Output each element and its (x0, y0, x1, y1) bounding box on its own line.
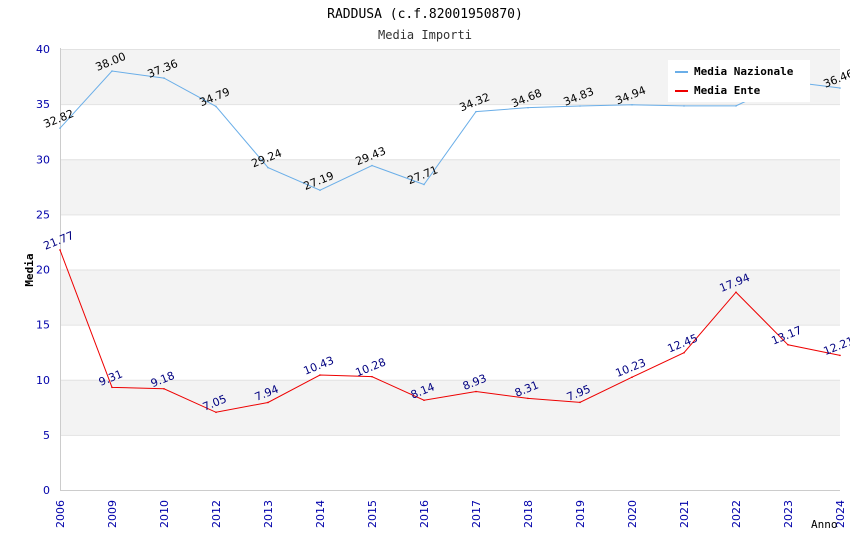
data-point (475, 110, 477, 113)
legend-label-ente: Media Ente (694, 84, 761, 97)
plot-band (60, 379, 840, 435)
data-point (683, 351, 685, 354)
plot-background-bands (60, 49, 840, 490)
data-point (683, 105, 685, 107)
y-tick-label: 15 (36, 319, 50, 332)
data-point (267, 401, 269, 404)
y-tick-label: 0 (43, 484, 50, 497)
y-tick-label: 40 (36, 43, 50, 56)
x-tick-label: 2018 (522, 500, 535, 528)
data-point (735, 105, 737, 107)
data-point (59, 249, 61, 251)
x-tick-label: 2019 (574, 500, 587, 528)
data-point (475, 390, 477, 393)
chart-title: RADDUSA (c.f.82001950870) (327, 7, 523, 22)
data-point (319, 374, 321, 376)
data-point (579, 105, 581, 107)
data-point (59, 127, 61, 129)
x-tick-label: 2016 (418, 500, 431, 528)
plot-band (60, 159, 840, 215)
y-tick-label: 5 (43, 429, 50, 442)
series-line-1 (59, 249, 841, 413)
x-tick-label: 2014 (314, 500, 327, 528)
data-point (371, 375, 373, 378)
plot-band (60, 434, 840, 490)
plot-band (60, 104, 840, 160)
x-tick-label: 2017 (470, 500, 483, 528)
x-tick-label: 2010 (158, 500, 171, 528)
data-point (787, 344, 789, 346)
x-tick-label: 2024 (834, 500, 847, 528)
y-tick-label: 25 (36, 208, 50, 221)
y-tick-labels: 0 5 10 15 20 25 30 35 40 (36, 43, 50, 497)
x-tick-labels: 2006 2009 2010 2012 2013 2014 2015 2016 2017 2018… (54, 500, 847, 528)
data-point (163, 77, 165, 79)
y-tick-label: 10 (36, 374, 50, 387)
legend-box (668, 60, 810, 102)
data-point (215, 105, 217, 108)
data-point (111, 70, 113, 72)
x-tick-label: 2023 (782, 500, 795, 528)
data-point (111, 386, 113, 389)
plot-band (60, 214, 840, 270)
data-point (527, 106, 529, 109)
x-tick-label: 2015 (366, 500, 379, 528)
data-point (839, 87, 841, 89)
x-tick-label: 2021 (678, 500, 691, 528)
x-axis-title: Anno (811, 518, 838, 531)
data-point (319, 189, 321, 192)
data-point (631, 376, 633, 379)
series-layer (59, 70, 841, 414)
data-point (631, 103, 633, 106)
legend: Media Nazionale Media Ente (668, 60, 810, 102)
chart-subtitle: Media Importi (378, 28, 472, 42)
x-tick-label: 2022 (730, 500, 743, 528)
y-axis-title: Media (23, 253, 36, 286)
x-tick-label: 2006 (54, 500, 67, 528)
y-tick-label: 30 (36, 153, 50, 166)
plot-band (60, 324, 840, 380)
data-point (215, 411, 217, 414)
data-point (527, 397, 529, 400)
plot-band (60, 269, 840, 325)
y-tick-label: 20 (36, 264, 50, 277)
series-line-0 (59, 70, 841, 191)
data-point (423, 399, 425, 402)
x-tick-label: 2020 (626, 500, 639, 528)
data-point (371, 164, 373, 167)
data-point (735, 291, 737, 294)
data-point (267, 166, 269, 169)
data-point (163, 387, 165, 390)
data-point (579, 401, 581, 404)
x-tick-label: 2013 (262, 500, 275, 528)
x-tick-label: 2009 (106, 500, 119, 528)
data-point (839, 354, 841, 357)
data-point (423, 183, 425, 186)
x-tick-label: 2012 (210, 500, 223, 528)
legend-label-nazionale: Media Nazionale (694, 65, 794, 78)
y-tick-label: 35 (36, 98, 50, 111)
